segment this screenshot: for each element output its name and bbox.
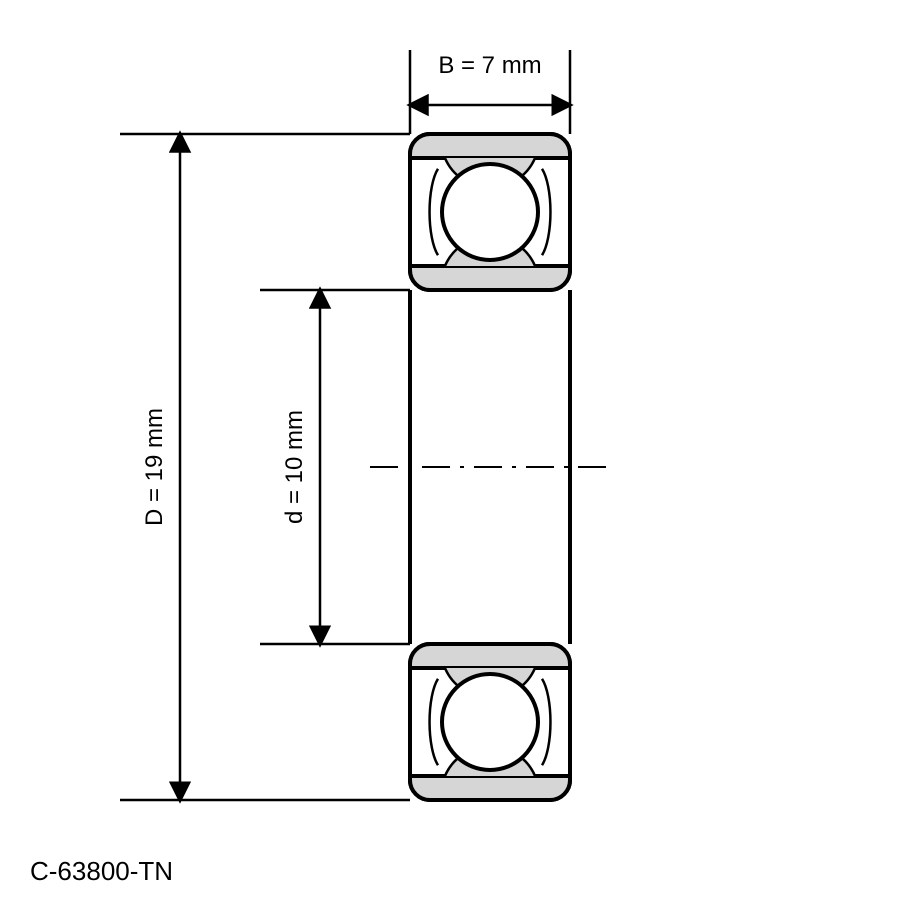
race-block — [410, 644, 570, 800]
part-number: C-63800-TN — [30, 856, 173, 886]
bearing-cross-section-diagram: B = 7 mm D = 19 mm d = 10 mm C-63800-TN — [0, 0, 900, 900]
ball — [442, 164, 538, 260]
dim-d-label: d = 10 mm — [281, 410, 308, 524]
dim-D-label: D = 19 mm — [141, 408, 168, 526]
race-block — [410, 134, 570, 290]
dim-B-label: B = 7 mm — [438, 52, 541, 79]
ball — [442, 674, 538, 770]
